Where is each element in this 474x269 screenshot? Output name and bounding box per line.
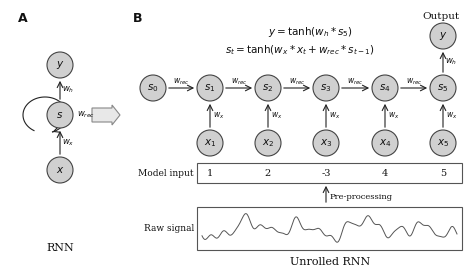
Text: $w_{rec}$: $w_{rec}$ — [406, 77, 422, 87]
Text: $w_x$: $w_x$ — [213, 110, 225, 121]
Text: $s_0$: $s_0$ — [147, 82, 159, 94]
Circle shape — [255, 130, 281, 156]
Text: -3: -3 — [321, 168, 331, 178]
Text: Model input: Model input — [138, 168, 194, 178]
Text: $x_2$: $x_2$ — [262, 137, 274, 149]
Text: 5: 5 — [440, 168, 446, 178]
Circle shape — [47, 157, 73, 183]
Circle shape — [47, 102, 73, 128]
Text: $x_3$: $x_3$ — [320, 137, 332, 149]
Text: $x_4$: $x_4$ — [379, 137, 392, 149]
Text: $w_x$: $w_x$ — [271, 110, 283, 121]
Text: $x_1$: $x_1$ — [204, 137, 216, 149]
Text: $w_{rec}$: $w_{rec}$ — [347, 77, 364, 87]
Text: $s_1$: $s_1$ — [204, 82, 216, 94]
Text: $x_5$: $x_5$ — [437, 137, 449, 149]
Text: $w_{rec}$: $w_{rec}$ — [231, 77, 247, 87]
Text: $w_x$: $w_x$ — [447, 110, 458, 121]
Text: $w_x$: $w_x$ — [388, 110, 400, 121]
Text: Output: Output — [423, 12, 460, 21]
Circle shape — [140, 75, 166, 101]
Text: $s_3$: $s_3$ — [320, 82, 332, 94]
Text: $s_5$: $s_5$ — [438, 82, 449, 94]
Circle shape — [430, 130, 456, 156]
Circle shape — [197, 130, 223, 156]
Text: $y = \tanh(w_h * s_5)$: $y = \tanh(w_h * s_5)$ — [268, 25, 352, 39]
Text: $w_{rec}$: $w_{rec}$ — [289, 77, 305, 87]
Circle shape — [372, 75, 398, 101]
Text: 4: 4 — [382, 168, 388, 178]
Text: $w_x$: $w_x$ — [329, 110, 341, 121]
Text: B: B — [133, 12, 143, 25]
Text: $w_{rec}$: $w_{rec}$ — [77, 110, 95, 120]
Text: Pre-processing: Pre-processing — [330, 193, 393, 201]
Circle shape — [430, 23, 456, 49]
Text: $w_{rec}$: $w_{rec}$ — [173, 77, 190, 87]
Text: $s_t = \tanh(w_x * x_t + w_{rec} * s_{t-1})$: $s_t = \tanh(w_x * x_t + w_{rec} * s_{t-… — [225, 43, 375, 57]
Text: 2: 2 — [265, 168, 271, 178]
Bar — [197, 163, 462, 183]
Text: 1: 1 — [207, 168, 213, 178]
Circle shape — [197, 75, 223, 101]
Bar — [197, 207, 462, 250]
Circle shape — [313, 130, 339, 156]
Text: $w_x$: $w_x$ — [62, 137, 74, 148]
Text: $s_4$: $s_4$ — [379, 82, 391, 94]
Circle shape — [430, 75, 456, 101]
Text: RNN: RNN — [46, 243, 74, 253]
Text: Unrolled RNN: Unrolled RNN — [290, 257, 370, 267]
Text: $y$: $y$ — [439, 30, 447, 42]
FancyArrow shape — [92, 105, 120, 125]
Text: A: A — [18, 12, 27, 25]
Text: $x$: $x$ — [56, 165, 64, 175]
Text: $s_2$: $s_2$ — [263, 82, 273, 94]
Text: $w_h$: $w_h$ — [62, 85, 74, 95]
Text: $y$: $y$ — [56, 59, 64, 71]
Circle shape — [47, 52, 73, 78]
Text: $s$: $s$ — [56, 110, 64, 120]
Text: Raw signal: Raw signal — [144, 224, 194, 233]
Circle shape — [372, 130, 398, 156]
Circle shape — [255, 75, 281, 101]
Circle shape — [313, 75, 339, 101]
Text: $w_h$: $w_h$ — [445, 57, 457, 67]
